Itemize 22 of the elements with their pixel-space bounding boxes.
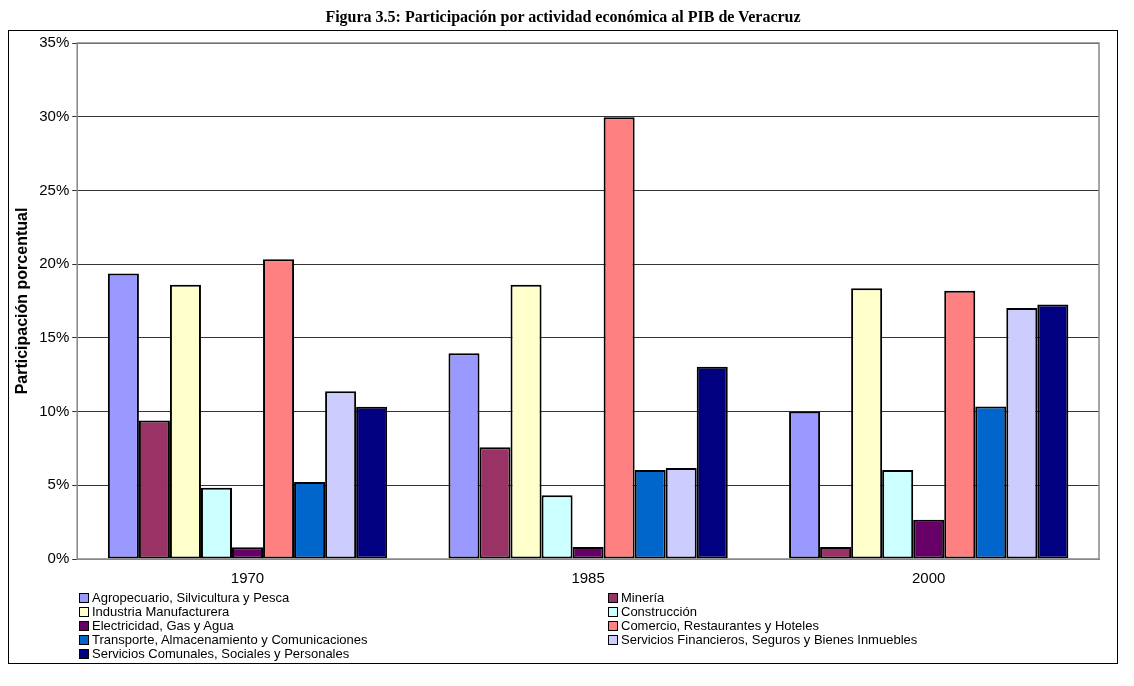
legend-label: Transporte, Almacenamiento y Comunicaciones: [92, 632, 368, 647]
legend-label: Servicios Financieros, Seguros y Bienes Inmuebles: [621, 632, 918, 647]
y-tick-label: 20%: [39, 254, 70, 272]
y-tick-label: 30%: [39, 106, 70, 124]
legend-label: Minería: [621, 590, 665, 605]
x-tick-label: 1985: [571, 569, 605, 587]
legend-label: Industria Manufacturera: [92, 604, 230, 619]
y-tick-label: 15%: [39, 328, 70, 345]
legend-label: Servicios Comunales, Sociales y Personales: [92, 646, 350, 661]
y-tick-label: 25%: [39, 180, 70, 198]
y-tick-label: 0%: [47, 549, 70, 567]
y-tick-label: 35%: [39, 33, 70, 51]
y-tick-label: 5%: [47, 475, 70, 493]
x-tick-label: 1970: [230, 569, 265, 587]
x-tick-label: 2000: [912, 569, 946, 587]
y-axis-title: Participación porcentual: [13, 207, 31, 395]
legend-label: Agropecuario, Silvicultura y Pesca: [92, 590, 290, 605]
legend-label: Construcción: [621, 604, 697, 619]
y-tick-label: 10%: [39, 401, 70, 419]
chart-title: Figura 3.5: Participación por actividad económica al PIB de Veracruz: [324, 8, 802, 26]
legend-label: Electricidad, Gas y Agua: [92, 618, 234, 633]
legend-label: Comercio, Restaurantes y Hoteles: [621, 618, 819, 633]
